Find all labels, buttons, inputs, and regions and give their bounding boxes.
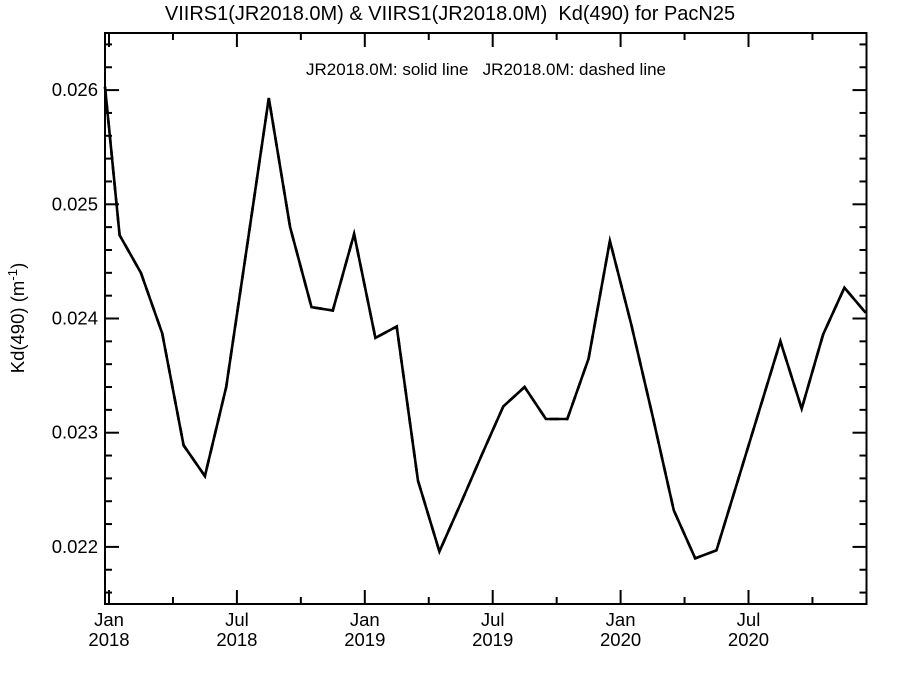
series-solid (103, 86, 867, 560)
x-tick-label-year: 2018 (88, 629, 129, 650)
y-tick-label: 0.023 (52, 422, 98, 443)
x-tick-label-year: 2020 (728, 629, 769, 650)
y-axis-title: Kd(490) (m-1) (5, 263, 28, 374)
x-tick-label-month: Jan (94, 609, 124, 630)
y-tick-label: 0.024 (52, 308, 98, 329)
chart-legend: JR2018.0M: solid line JR2018.0M: dashed … (305, 60, 667, 79)
x-tick-label-year: 2019 (344, 629, 385, 650)
x-tick-label-month: Jan (350, 609, 380, 630)
series-dashed (103, 86, 867, 560)
x-tick-label-month: Jan (606, 609, 636, 630)
x-tick-label-month: Jul (481, 609, 505, 630)
x-tick-label-year: 2019 (472, 629, 513, 650)
x-tick-label-year: 2020 (600, 629, 641, 650)
x-tick-label-month: Jul (225, 609, 249, 630)
y-tick-label: 0.026 (52, 79, 98, 100)
plot-frame (104, 32, 868, 605)
y-tick-label: 0.025 (52, 193, 98, 214)
x-tick-label-year: 2018 (216, 629, 257, 650)
chart-title: VIIRS1(JR2018.0M) & VIIRS1(JR2018.0M) Kd… (164, 3, 736, 25)
x-tick-label-month: Jul (737, 609, 761, 630)
y-tick-label: 0.022 (52, 536, 98, 557)
